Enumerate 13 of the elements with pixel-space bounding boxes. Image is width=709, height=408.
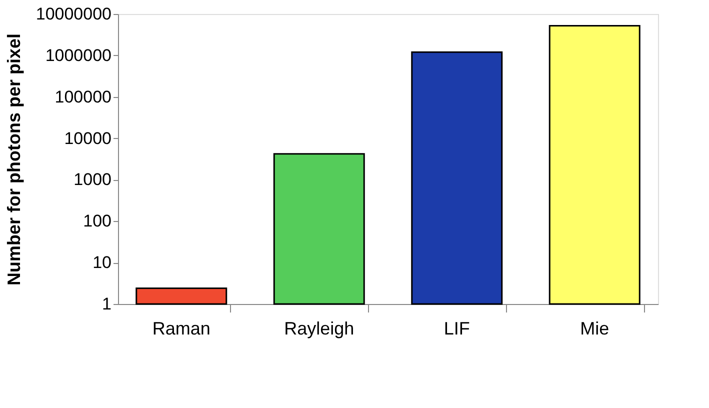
y-tick-label: 100000 <box>54 87 112 106</box>
x-tick-label: LIF <box>444 318 470 338</box>
y-tick-label: 100 <box>83 212 112 231</box>
x-tick-label: Rayleigh <box>284 318 354 338</box>
y-tick-label: 10000 <box>64 128 112 148</box>
y-axis-title: Number for photons per pixel <box>4 33 24 286</box>
y-tick-label: 10 <box>92 253 112 272</box>
y-tick-label: 1000000 <box>45 46 112 65</box>
y-tick-label: 1 <box>102 294 112 314</box>
y-tick-label: 10000000 <box>36 4 112 24</box>
y-tick-label: 1000 <box>74 170 112 190</box>
x-tick-label: Raman <box>152 318 210 338</box>
x-tick-label: Mie <box>580 318 610 338</box>
